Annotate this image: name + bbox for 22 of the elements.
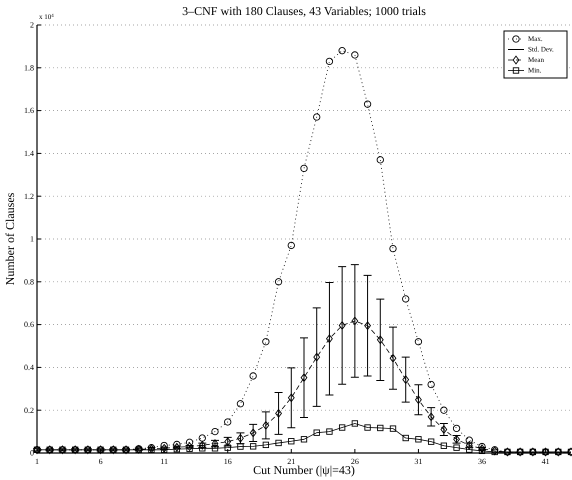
x-tick-label: 21 (287, 457, 296, 466)
y-axis-title: Number of Clauses (3, 192, 17, 286)
y-tick-label: 0.6 (24, 320, 34, 330)
y-tick-label: 2 (30, 20, 34, 30)
y-tick-label: 1.4 (24, 148, 34, 158)
chart-title: 3–CNF with 180 Clauses, 43 Variables; 1000 trials (182, 4, 426, 18)
x-axis-title: Cut Number (|ψ|=43) (253, 463, 355, 477)
y-tick-label: 0.4 (24, 362, 34, 372)
x-tick-label: 31 (414, 457, 422, 466)
x-tick-label: 6 (98, 457, 103, 466)
y-tick-label: 1.8 (24, 63, 34, 72)
y-tick-label: 1.2 (24, 192, 34, 201)
y-tick-label: 1 (30, 234, 34, 244)
y-tick-label: 1.6 (24, 106, 34, 116)
x-tick-label: 16 (224, 457, 232, 466)
x-tick-label: 11 (160, 457, 168, 466)
x-tick-label: 36 (478, 457, 486, 466)
x-tick-label: 41 (542, 457, 550, 466)
y-tick-label: 0.8 (24, 277, 34, 286)
y-tick-label: 0.2 (24, 406, 34, 415)
y-tick-label: 0 (30, 448, 34, 458)
x-tick-label: 26 (350, 457, 359, 466)
